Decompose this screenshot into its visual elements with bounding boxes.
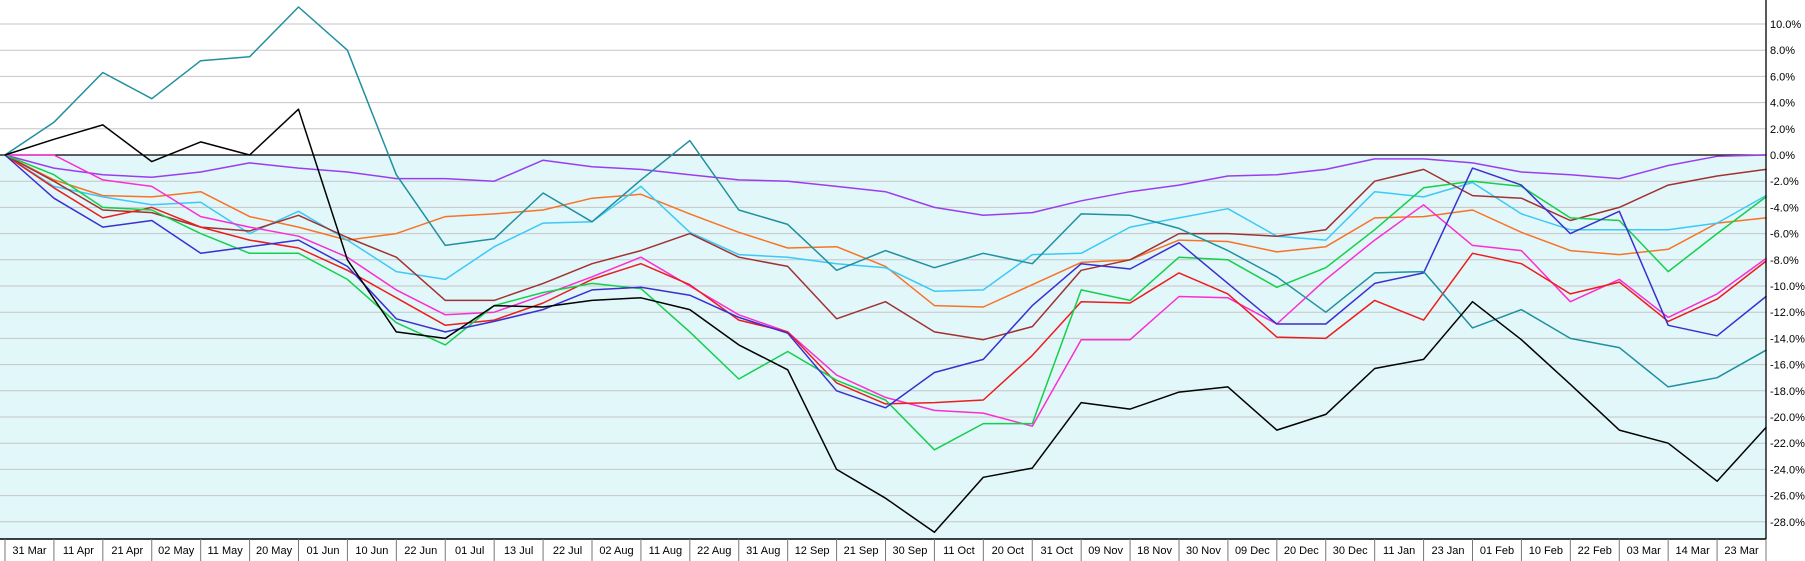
x-axis-date-label: 14 Mar (1676, 545, 1711, 557)
y-axis-tick-label: 4.0% (1770, 98, 1795, 110)
y-axis-tick-label: -20.0% (1770, 412, 1805, 424)
x-axis-date-label: 22 Aug (697, 545, 731, 557)
series-line-black (4, 108, 1767, 534)
y-axis-tick-label: -6.0% (1770, 229, 1799, 241)
x-axis-date-label: 30 Sep (893, 545, 928, 557)
x-axis-date-label: 22 Jun (404, 545, 437, 557)
y-axis-tick-label: 8.0% (1770, 45, 1795, 57)
y-axis-tick-label: -2.0% (1770, 176, 1799, 188)
x-axis-date-label: 31 Aug (746, 545, 780, 557)
y-axis-tick-label: -12.0% (1770, 307, 1805, 319)
series-line-purple (4, 154, 1767, 217)
series-line-dark-red (4, 154, 1767, 341)
x-axis-date-label: 23 Jan (1432, 545, 1465, 557)
x-axis-date-label: 30 Nov (1186, 545, 1221, 557)
y-axis-tick-label: -26.0% (1770, 491, 1805, 503)
y-axis-tick-label: -14.0% (1770, 333, 1805, 345)
y-axis-tick-label: -18.0% (1770, 386, 1805, 398)
x-axis-date-label: 11 Oct (943, 545, 975, 557)
y-axis-tick-label: 2.0% (1770, 124, 1795, 136)
x-axis-date-label: 21 Sep (844, 545, 879, 557)
x-axis-date-label: 20 Oct (992, 545, 1024, 557)
x-axis-date-label: 13 Jul (504, 545, 533, 557)
x-axis-date-label: 18 Nov (1137, 545, 1172, 557)
y-axis-tick-label: -10.0% (1770, 281, 1805, 293)
x-axis-date-label: 22 Feb (1578, 545, 1612, 557)
x-axis-date-label: 21 Apr (111, 545, 143, 557)
x-axis-date-label: 12 Sep (795, 545, 830, 557)
x-axis-date-label: 10 Feb (1529, 545, 1563, 557)
x-axis-date-label: 11 Jan (1383, 545, 1415, 557)
x-axis-date-label: 20 Dec (1284, 545, 1319, 557)
x-axis-date-label: 11 Apr (63, 545, 94, 557)
series-line-blue (4, 154, 1767, 409)
x-axis-date-label: 01 Jun (306, 545, 339, 557)
x-axis-date-label: 22 Jul (553, 545, 582, 557)
x-axis-date-label: 02 May (158, 545, 195, 557)
y-axis-tick-label: 10.0% (1770, 19, 1801, 31)
x-axis-date-label: 03 Mar (1627, 545, 1662, 557)
x-axis-date-label: 02 Aug (599, 545, 633, 557)
y-axis-tick-label: 6.0% (1770, 71, 1795, 83)
x-axis-date-label: 09 Dec (1235, 545, 1270, 557)
y-axis-tick-label: -8.0% (1770, 255, 1799, 267)
x-axis-date-label: 09 Nov (1088, 545, 1123, 557)
y-axis-tick-label: 0.0% (1770, 150, 1795, 162)
x-axis-date-label: 31 Mar (12, 545, 47, 557)
x-axis-date-label: 01 Jul (455, 545, 484, 557)
series-line-orange (4, 154, 1767, 308)
series-line-red (4, 154, 1767, 405)
y-axis-tick-label: -4.0% (1770, 202, 1799, 214)
y-axis-tick-label: -28.0% (1770, 517, 1805, 529)
series-line-magenta (4, 154, 1767, 427)
x-axis-date-label: 10 Jun (355, 545, 388, 557)
x-axis-date-label: 11 May (207, 545, 243, 557)
x-axis-date-label: 01 Feb (1480, 545, 1514, 557)
x-axis-date-label: 31 Oct (1041, 545, 1073, 557)
below-zero-shading (0, 155, 1766, 539)
series-line-teal (4, 6, 1767, 388)
x-axis-date-label: 23 Mar (1724, 545, 1759, 557)
series-line-cyan (4, 154, 1767, 292)
y-axis-tick-label: -16.0% (1770, 360, 1805, 372)
x-axis-date-label: 11 Aug (649, 545, 682, 557)
y-axis-tick-label: -24.0% (1770, 464, 1805, 476)
x-axis-date-label: 30 Dec (1333, 545, 1368, 557)
series-line-green (4, 154, 1767, 451)
y-axis-tick-label: -22.0% (1770, 438, 1805, 450)
x-axis-date-label: 20 May (256, 545, 293, 557)
